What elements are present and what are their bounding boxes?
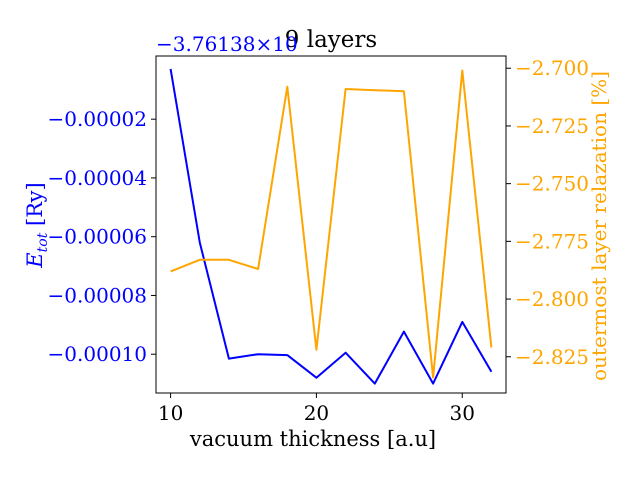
left-y-label-subscript: tot: [35, 232, 51, 252]
offset-text: −3.76138×10: [156, 32, 298, 56]
left-tick-label: −0.00002: [48, 107, 147, 131]
chart-title: 9 layers: [285, 27, 377, 53]
left-tick-label: −0.00004: [48, 166, 147, 190]
series-line-energy: [169, 68, 493, 385]
right-y-axis: −2.700 −2.725 −2.750 −2.775 −2.800 −2.825: [506, 56, 589, 369]
x-axis: 10 20 30: [158, 393, 475, 425]
right-tick-label: −2.725: [515, 114, 589, 138]
right-tick-label: −2.800: [515, 287, 589, 311]
lines-layer: [169, 68, 493, 385]
right-tick-label: −2.750: [515, 172, 589, 196]
plot-frame: [155, 55, 507, 394]
left-tick-label: −0.00008: [48, 283, 147, 307]
series-line-relaxation: [170, 69, 493, 379]
x-axis-label: vacuum thickness [a.u]: [189, 427, 436, 451]
left-y-label-unit: [Ry]: [23, 182, 47, 232]
right-tick-label: −2.700: [515, 56, 589, 80]
left-y-axis-label: Etot [Ry]: [23, 182, 51, 268]
x-tick-label: 10: [158, 401, 183, 425]
left-y-label-symbol: E: [23, 252, 47, 268]
right-tick-label: −2.775: [515, 229, 589, 253]
left-tick-label: −0.00010: [48, 342, 147, 366]
left-tick-label: −0.00006: [48, 225, 147, 249]
left-y-axis: −0.00002 −0.00004 −0.00006 −0.00008 −0.00010: [48, 107, 156, 366]
x-tick-label: 20: [304, 401, 329, 425]
right-y-axis-label: outermost layer relazation [%]: [587, 71, 611, 381]
x-tick-label: 30: [450, 401, 475, 425]
right-tick-label: −2.825: [515, 345, 589, 369]
